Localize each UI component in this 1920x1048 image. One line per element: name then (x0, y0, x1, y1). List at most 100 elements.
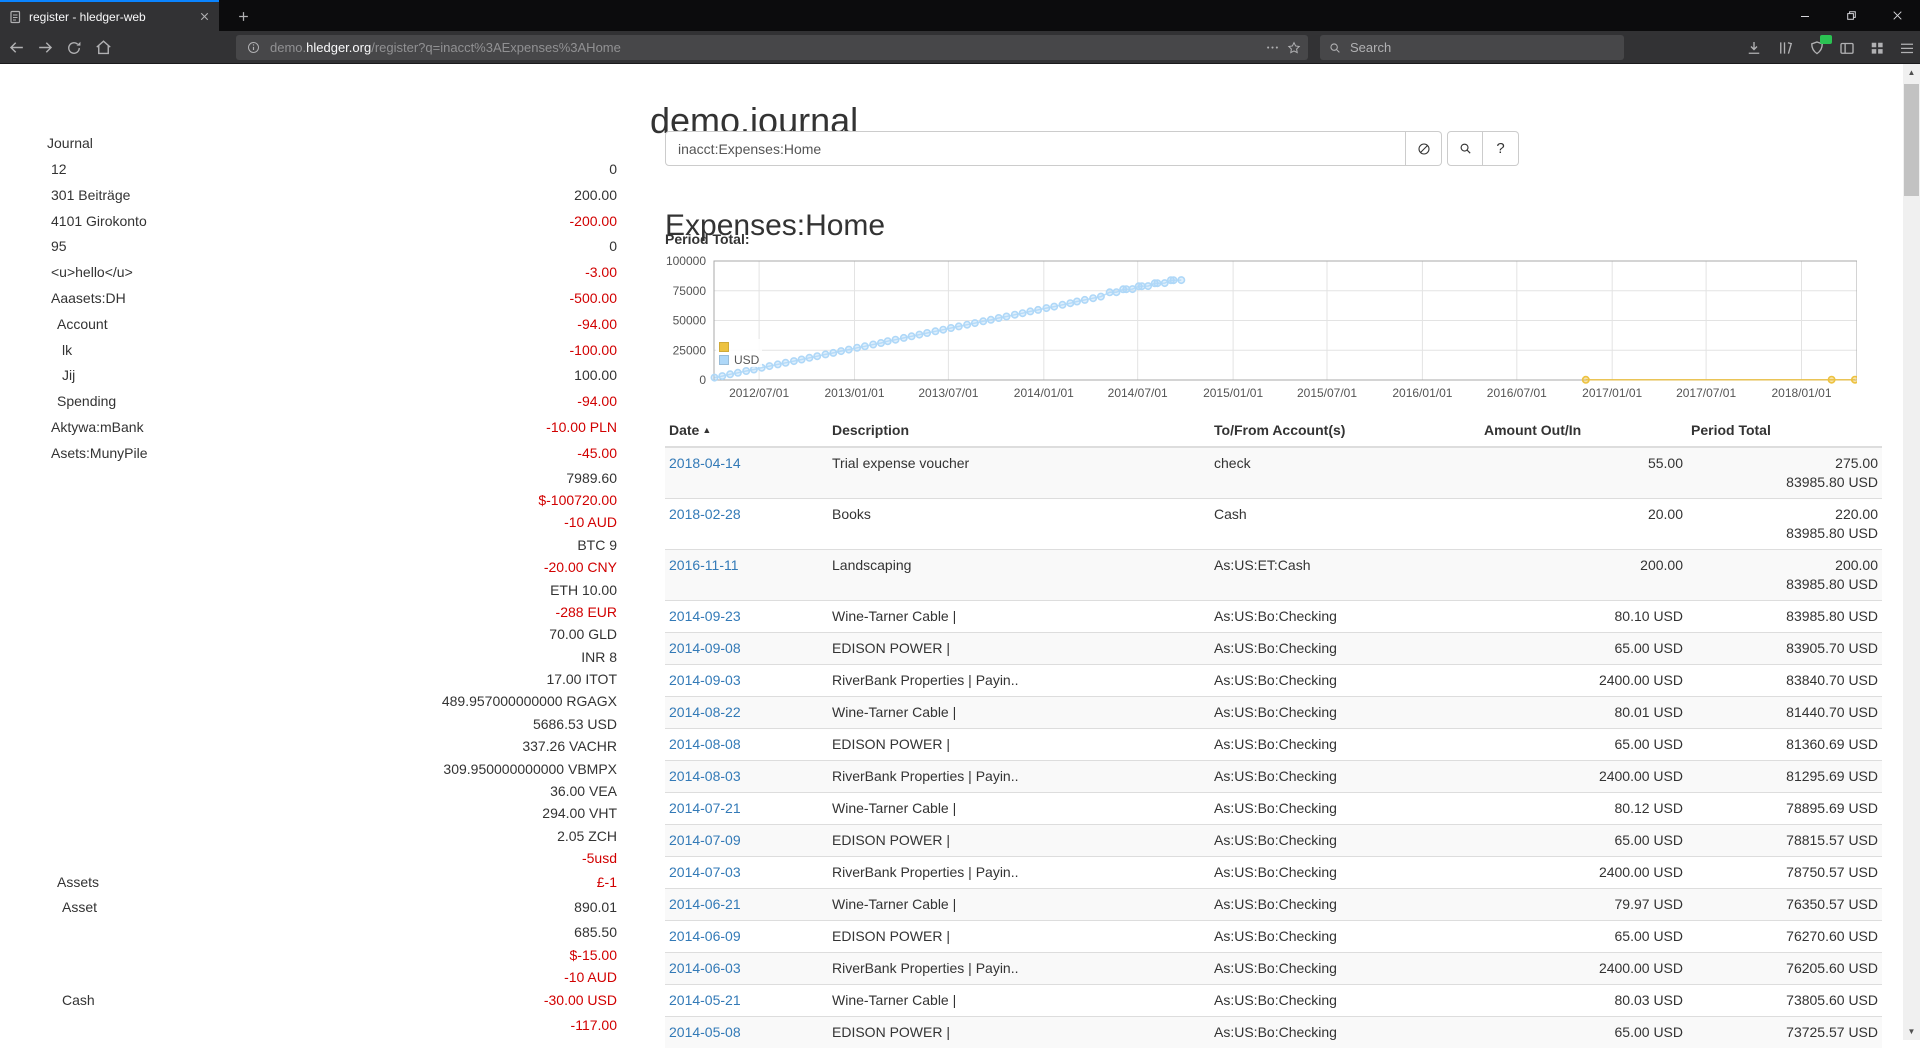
url-bar[interactable]: demo.hledger.org/register?q=inacct%3AExp… (236, 35, 1308, 60)
register-date-link[interactable]: 2014-06-03 (669, 960, 741, 976)
new-tab-button[interactable] (231, 4, 255, 28)
browser-tab[interactable]: register - hledger-web (0, 0, 219, 31)
account-link[interactable]: Cash (37, 988, 95, 1014)
account-link[interactable]: 301 Beiträge (37, 183, 130, 209)
register-amount: 80.01 USD (1480, 697, 1687, 729)
register-account: As:US:Bo:Checking (1210, 889, 1480, 921)
account-balance-row: -10 AUD (37, 966, 617, 988)
url-text: demo.hledger.org/register?q=inacct%3AExp… (270, 40, 621, 55)
menu-icon[interactable] (1894, 37, 1920, 59)
account-link[interactable]: 12 (37, 157, 67, 183)
register-date-link[interactable]: 2014-08-22 (669, 704, 741, 720)
account-link[interactable]: Aaasets:DH (37, 286, 126, 312)
svg-text:100000: 100000 (666, 255, 706, 268)
account-link[interactable]: Assets (37, 870, 99, 896)
tab-close-icon[interactable] (198, 10, 211, 23)
reload-button[interactable] (60, 34, 88, 61)
register-date-link[interactable]: 2014-07-09 (669, 832, 741, 848)
register-date-link[interactable]: 2018-02-28 (669, 506, 741, 522)
register-date-link[interactable]: 2014-06-09 (669, 928, 741, 944)
scrollbar-thumb[interactable] (1904, 84, 1919, 196)
account-link[interactable]: Jij (37, 363, 75, 389)
register-date-link[interactable]: 2016-11-11 (669, 557, 739, 573)
register-date-link[interactable]: 2014-06-21 (669, 896, 741, 912)
account-link[interactable]: <u>hello</u> (37, 260, 133, 286)
register-date-link[interactable]: 2014-08-03 (669, 768, 741, 784)
svg-text:2013/07/01: 2013/07/01 (918, 386, 978, 400)
scrollbar-up-button[interactable]: ▲ (1903, 64, 1920, 81)
register-date-link[interactable]: 2014-08-08 (669, 736, 741, 752)
register-date-link[interactable]: 2014-05-08 (669, 1024, 741, 1040)
svg-text:2016/01/01: 2016/01/01 (1392, 386, 1452, 400)
back-button[interactable] (2, 34, 30, 61)
account-link[interactable]: Aktywa:mBank (37, 415, 144, 441)
bookmark-star-icon[interactable] (1286, 40, 1302, 56)
account-link[interactable]: 95 (37, 234, 67, 260)
register-date-link[interactable]: 2014-07-21 (669, 800, 741, 816)
account-link[interactable]: Asset (37, 895, 97, 921)
register-description: EDISON POWER | (828, 825, 1210, 857)
info-icon[interactable] (246, 40, 261, 55)
help-button[interactable]: ? (1483, 131, 1519, 166)
account-balance: -94.00 (577, 389, 617, 415)
forward-button[interactable] (31, 34, 59, 61)
account-link[interactable]: lk (37, 338, 72, 364)
sidebar-toggle-icon[interactable] (1834, 37, 1860, 59)
clear-query-button[interactable] (1406, 131, 1442, 166)
journal-link[interactable]: Journal (47, 135, 93, 151)
account-link[interactable]: 4101 Girokonto (37, 209, 147, 235)
extension-icon[interactable] (1804, 37, 1830, 59)
grid-icon[interactable] (1864, 37, 1890, 59)
account-link[interactable]: Asets:MunyPile (37, 441, 147, 467)
scrollbar-down-button[interactable]: ▼ (1903, 1023, 1920, 1040)
register-description: Wine-Tarner Cable | (828, 601, 1210, 633)
account-link[interactable]: Spending (37, 389, 116, 415)
register-date-link[interactable]: 2018-04-14 (669, 455, 741, 471)
restore-button[interactable] (1828, 0, 1874, 31)
page-actions-icon[interactable] (1265, 40, 1280, 55)
account-link[interactable]: Account (37, 312, 108, 338)
query-input[interactable] (665, 131, 1406, 166)
svg-text:50000: 50000 (673, 314, 707, 328)
register-date-link[interactable]: 2014-07-03 (669, 864, 741, 880)
download-icon[interactable] (1741, 37, 1767, 59)
minimize-button[interactable] (1782, 0, 1828, 31)
library-icon[interactable] (1773, 37, 1799, 59)
account-balance-row: 685.50 (37, 921, 617, 943)
page-scrollbar[interactable]: ▲ ▼ (1903, 64, 1920, 1040)
column-header-date[interactable]: Date▲ (665, 418, 828, 447)
register-period-total: 81360.69 USD (1687, 729, 1882, 761)
search-submit-button[interactable] (1447, 131, 1483, 166)
register-date-link[interactable]: 2014-09-08 (669, 640, 741, 656)
register-date-link[interactable]: 2014-09-03 (669, 672, 741, 688)
home-button[interactable] (89, 34, 117, 61)
browser-search-input[interactable]: Search (1320, 35, 1624, 60)
account-balance: 5686.53 USD (533, 713, 617, 735)
close-window-button[interactable] (1874, 0, 1920, 31)
account-balance: 36.00 VEA (550, 780, 617, 802)
register-date-link[interactable]: 2014-05-21 (669, 992, 741, 1008)
register-date-link[interactable]: 2014-09-23 (669, 608, 741, 624)
